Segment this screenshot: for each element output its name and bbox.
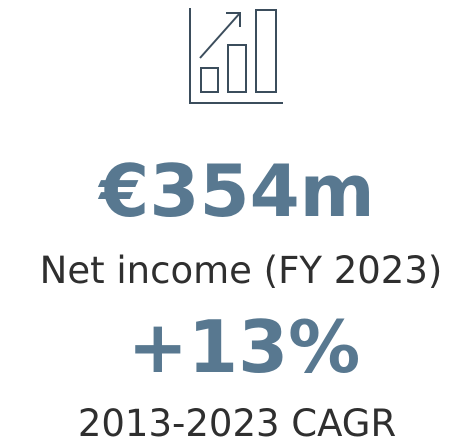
headline-value: €354m — [97, 149, 374, 233]
headline-label: Net income (FY 2023) — [40, 249, 443, 292]
growth-label: 2013-2023 CAGR — [78, 402, 396, 445]
growth-value: +13% — [128, 305, 361, 389]
chart-icon — [189, 8, 283, 104]
